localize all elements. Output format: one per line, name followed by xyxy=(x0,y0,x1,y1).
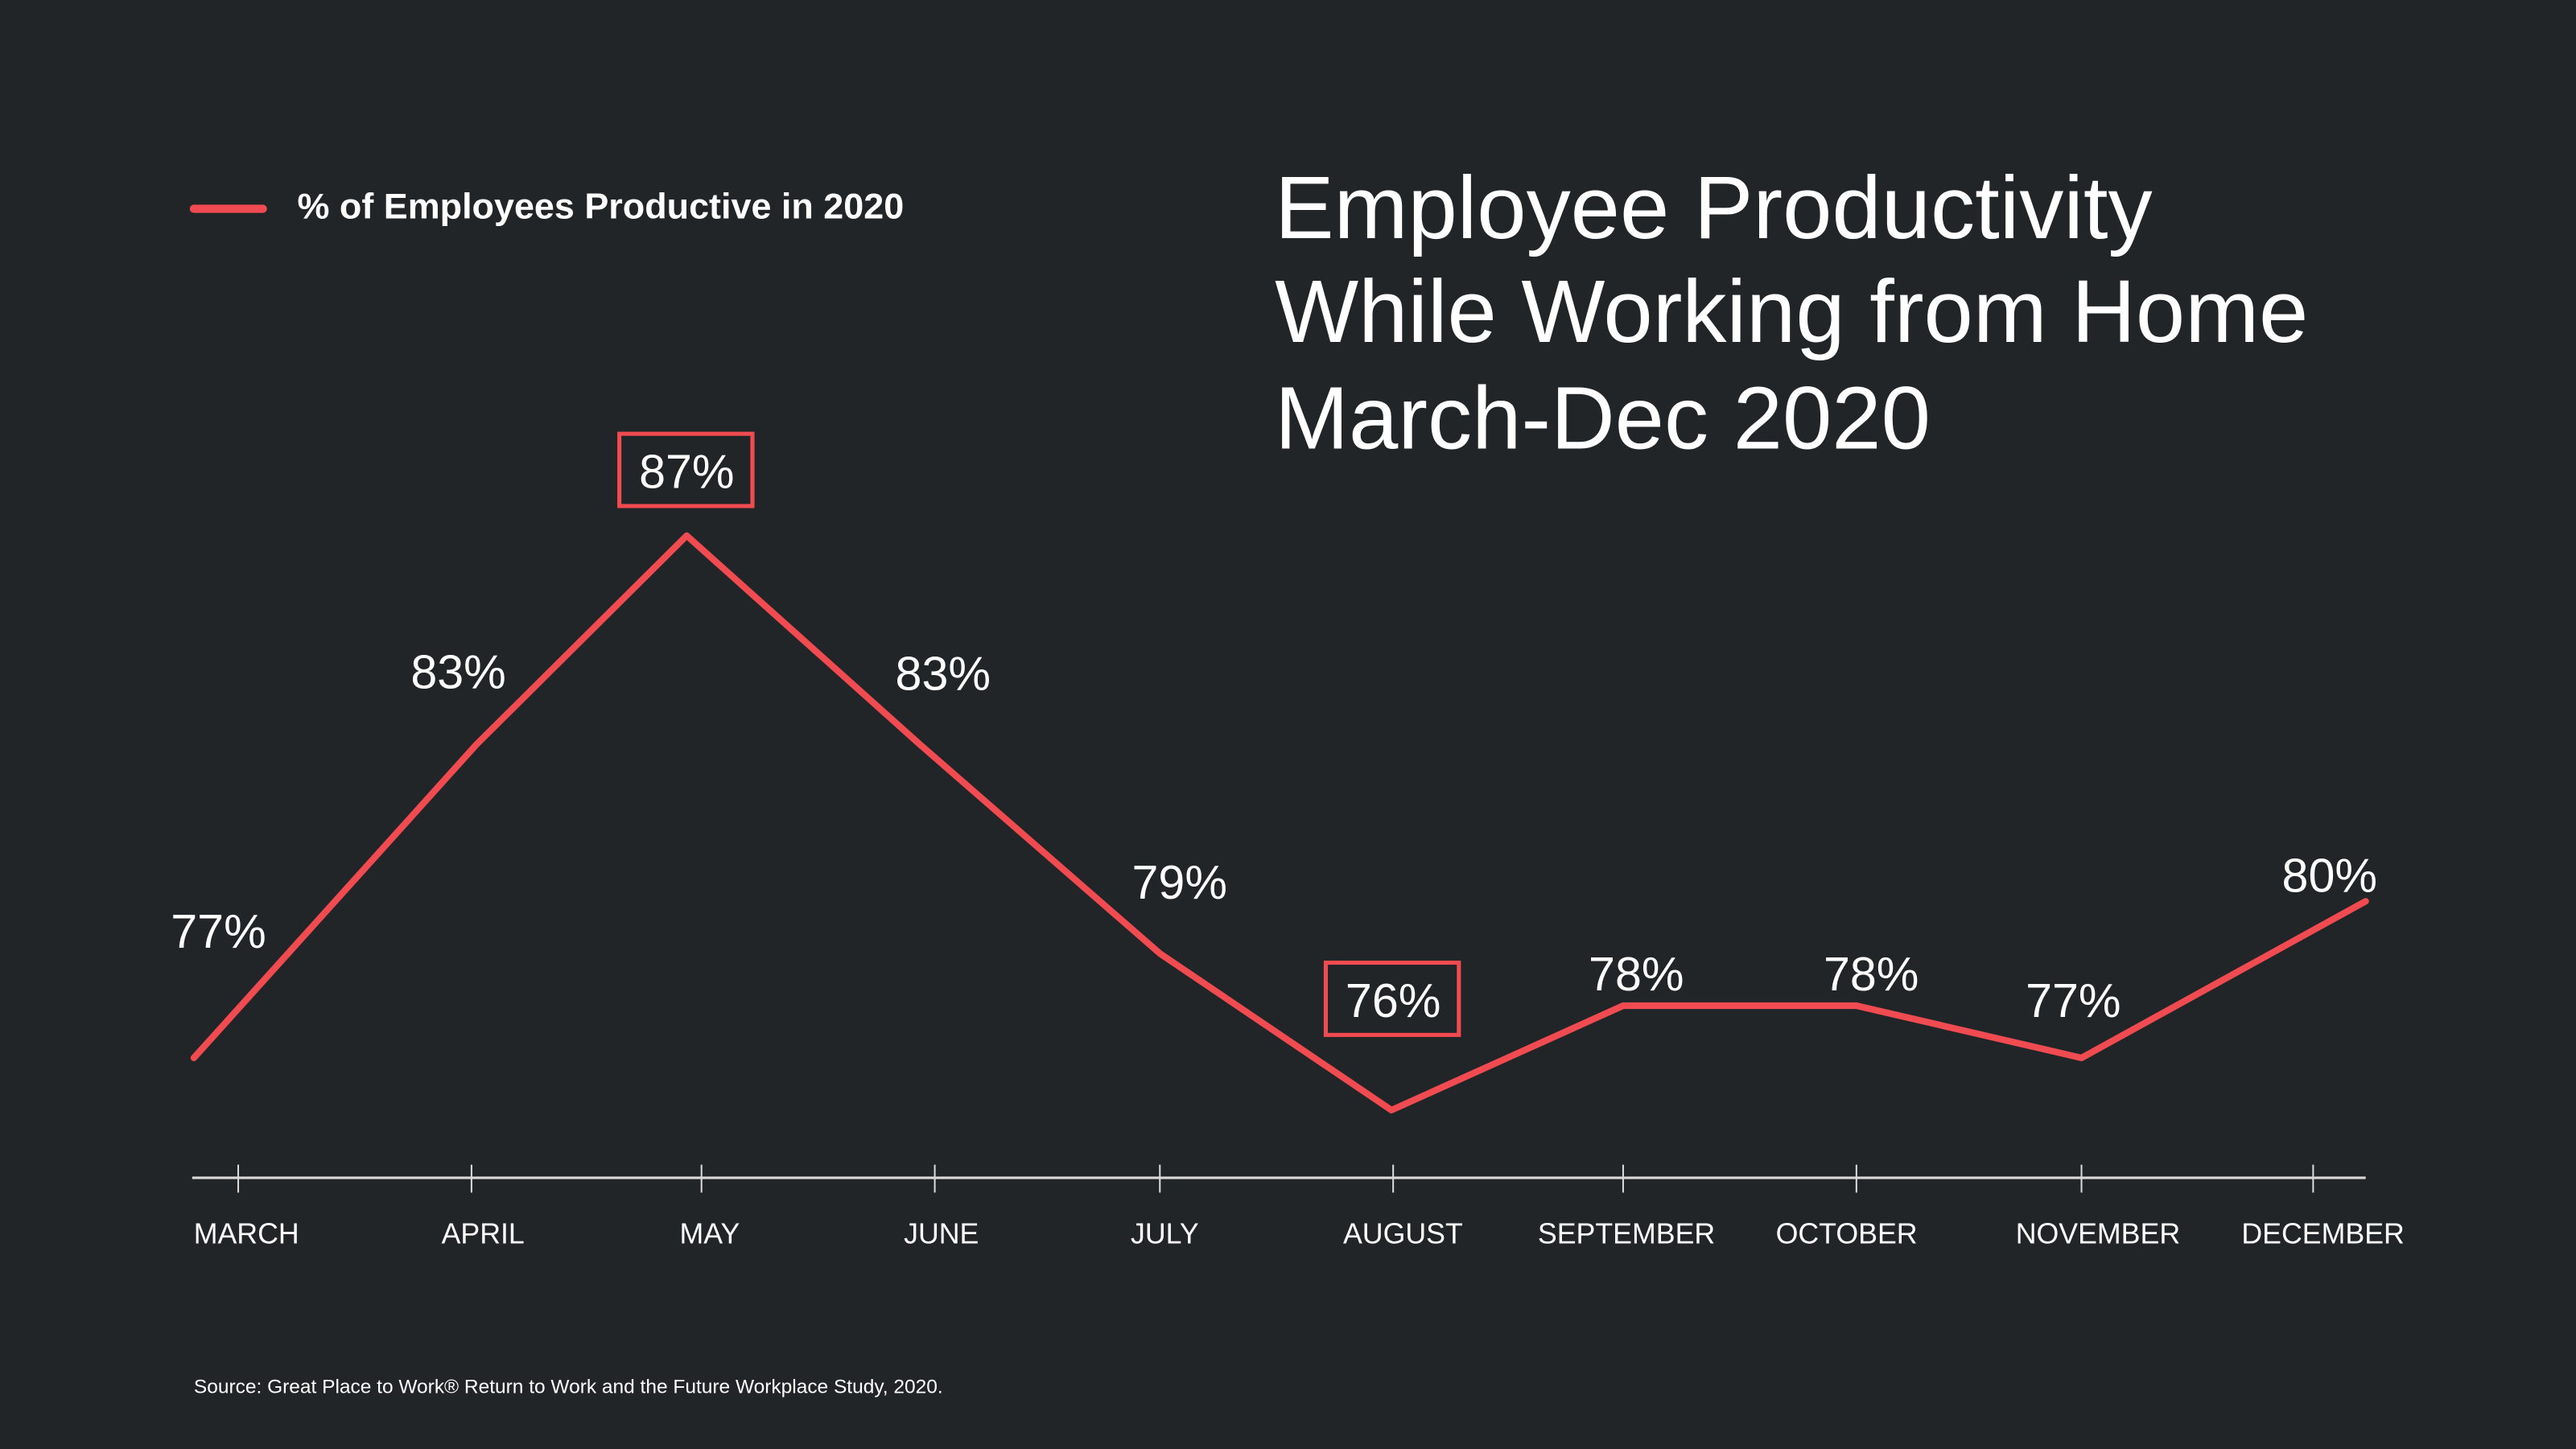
legend: % of Employees Productive in 2020 xyxy=(189,186,905,227)
x-tick-label: MAY xyxy=(680,1218,740,1250)
data-label: 76% xyxy=(1346,974,1440,1027)
highlight-box xyxy=(1323,960,1461,1037)
data-label: 80% xyxy=(2282,849,2377,903)
x-tick-label: MARCH xyxy=(194,1218,299,1250)
data-label: 83% xyxy=(410,645,505,699)
x-tick-label: AUGUST xyxy=(1343,1218,1463,1250)
chart-title-line-2: While Working from Home xyxy=(1275,262,2308,361)
x-tick-label: JULY xyxy=(1131,1218,1199,1250)
x-tick-label: APRIL xyxy=(442,1218,525,1250)
data-label: 79% xyxy=(1132,855,1227,909)
data-label: 77% xyxy=(2026,974,2121,1027)
data-label: 78% xyxy=(1589,947,1684,1001)
source-note: Source: Great Place to Work® Return to W… xyxy=(194,1376,943,1398)
highlight-box xyxy=(617,431,755,508)
data-label: 87% xyxy=(639,445,734,499)
x-tick-label: OCTOBER xyxy=(1776,1218,1918,1250)
data-label: 83% xyxy=(896,647,991,701)
series-line xyxy=(190,532,2369,1114)
x-tick-label: DECEMBER xyxy=(2241,1218,2404,1250)
data-label: 78% xyxy=(1824,947,1919,1001)
chart-title-line-3: March-Dec 2020 xyxy=(1275,369,1931,468)
chart-title-line-1: Employee Productivity xyxy=(1275,158,2152,257)
x-tick-label: NOVEMBER xyxy=(2016,1218,2180,1250)
data-label: 77% xyxy=(171,904,266,958)
legend-label: % of Employees Productive in 2020 xyxy=(298,186,905,227)
x-tick-label: JUNE xyxy=(904,1218,979,1250)
x-tick-label: SEPTEMBER xyxy=(1538,1218,1715,1250)
